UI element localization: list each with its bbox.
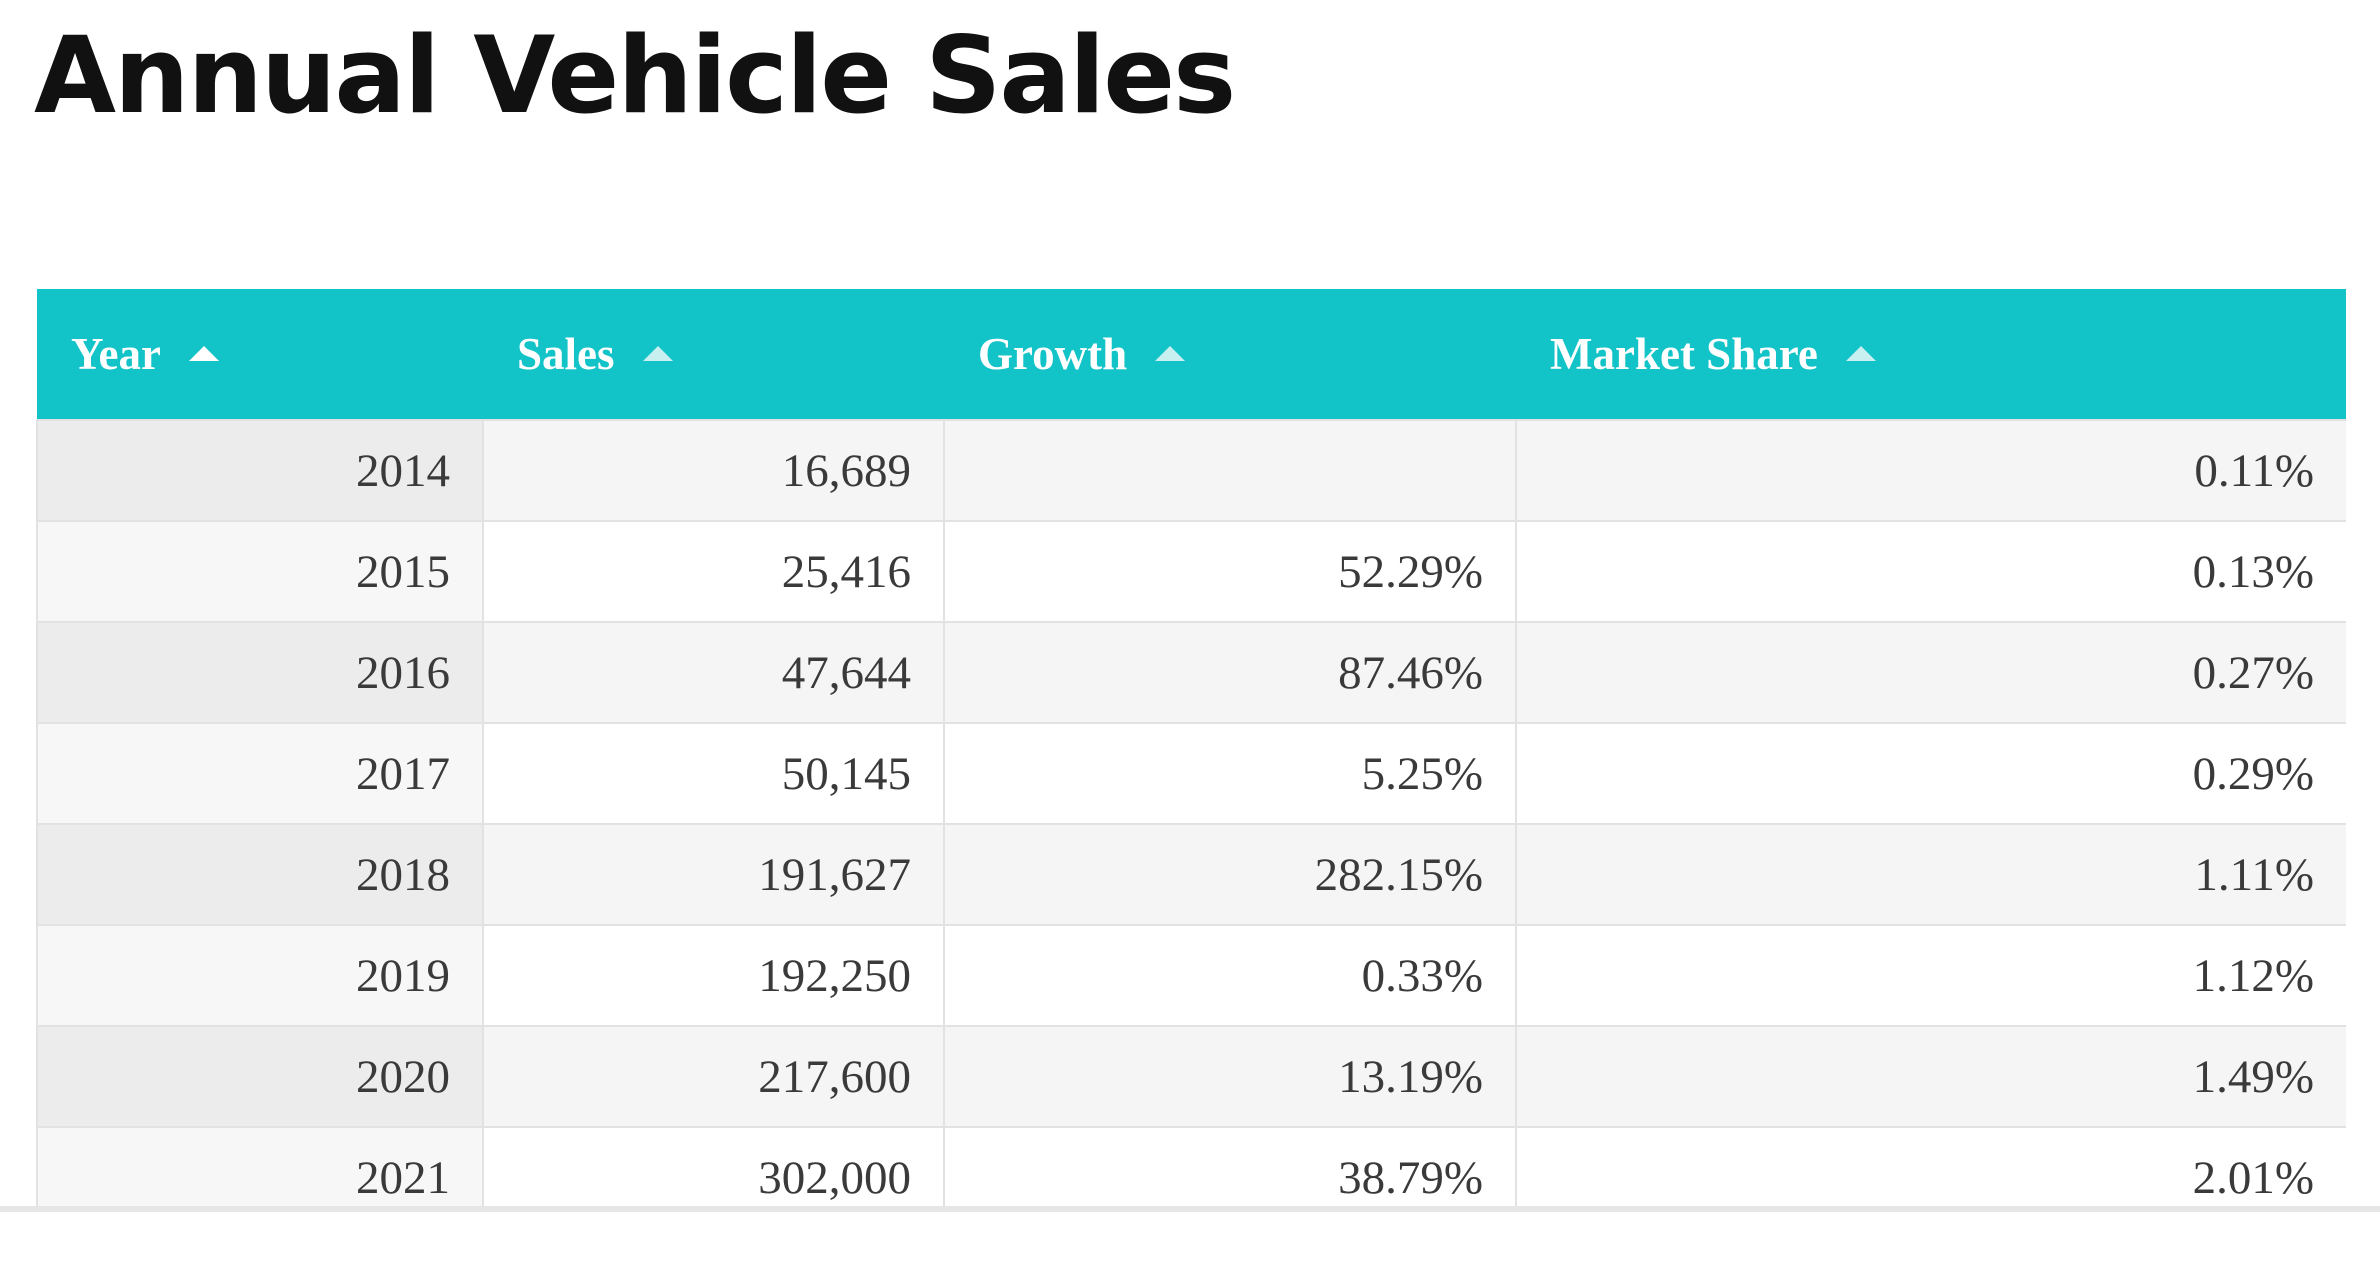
cell-sales: 47,644 [482,621,945,724]
cell-market-share: 1.49% [1515,1025,2346,1128]
cell-year: 2021 [36,1126,484,1223]
cell-year: 2018 [36,823,484,926]
cell-growth: 52.29% [943,520,1517,623]
column-header-market-share[interactable]: Market Share [1516,289,2346,420]
cell-growth: 282.15% [943,823,1517,926]
cell-year: 2015 [36,520,484,623]
cell-market-share: 0.11% [1515,419,2346,522]
column-header-growth[interactable]: Growth [944,289,1516,420]
cell-market-share: 0.29% [1515,722,2346,825]
cell-market-share: 0.13% [1515,520,2346,623]
table-row: 2020 217,600 13.19% 1.49% [36,1025,2346,1128]
sales-table-container: Year Sales Growth Market Share 2014 16,68… [36,289,2346,1223]
cell-market-share: 0.27% [1515,621,2346,724]
column-header-label: Growth [978,329,1128,379]
cell-market-share: 1.12% [1515,924,2346,1027]
horizontal-scrollbar[interactable] [0,1206,2380,1212]
table-row: 2017 50,145 5.25% 0.29% [36,722,2346,825]
cell-growth: 87.46% [943,621,1517,724]
cell-sales: 25,416 [482,520,945,623]
cell-growth: 13.19% [943,1025,1517,1128]
cell-year: 2019 [36,924,484,1027]
header-row: Year Sales Growth Market Share [37,289,2346,420]
cell-sales: 217,600 [482,1025,945,1128]
sort-ascending-icon[interactable] [1845,346,1876,361]
column-header-label: Year [71,329,161,379]
column-header-label: Sales [517,329,615,379]
cell-sales: 16,689 [482,419,945,522]
table-row: 2015 25,416 52.29% 0.13% [36,520,2346,623]
sales-table: Year Sales Growth Market Share 2014 16,68… [36,289,2346,1223]
table-row: 2018 191,627 282.15% 1.11% [36,823,2346,926]
cell-growth: 5.25% [943,722,1517,825]
sort-ascending-icon[interactable] [1155,346,1186,361]
cell-year: 2014 [36,419,484,522]
column-header-sales[interactable]: Sales [483,289,944,420]
column-header-year[interactable]: Year [37,289,483,420]
cell-year: 2016 [36,621,484,724]
cell-sales: 191,627 [482,823,945,926]
cell-market-share: 1.11% [1515,823,2346,926]
cell-sales: 50,145 [482,722,945,825]
cell-growth: 0.33% [943,924,1517,1027]
table-bottom-mask [0,1212,2380,1266]
table-body: 2014 16,689 0.11% 2015 25,416 52.29% 0.13% 2016… [36,419,2346,1223]
table-row: 2016 47,644 87.46% 0.27% [36,621,2346,724]
sort-ascending-icon[interactable] [642,346,673,361]
table-row: 2019 192,250 0.33% 1.12% [36,924,2346,1027]
sort-ascending-icon[interactable] [188,346,219,361]
column-header-label: Market Share [1550,329,1818,379]
cell-year: 2017 [36,722,484,825]
cell-growth [943,419,1517,522]
page-title: Annual Vehicle Sales [34,14,1236,137]
cell-year: 2020 [36,1025,484,1128]
table-header: Year Sales Growth Market Share [37,289,2346,420]
table-row: 2014 16,689 0.11% [36,419,2346,522]
cell-sales: 192,250 [482,924,945,1027]
